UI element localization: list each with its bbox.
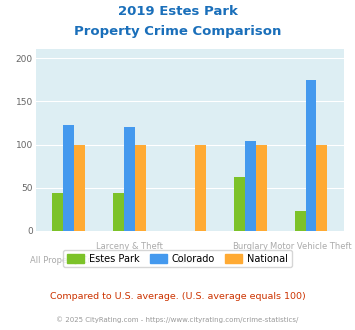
Bar (124, 127, 135, 231)
Bar (256, 145, 267, 231)
Bar (234, 178, 245, 231)
Text: Burglary: Burglary (233, 242, 268, 251)
Text: Arson: Arson (178, 256, 202, 265)
Bar (245, 141, 256, 231)
Legend: Estes Park, Colorado, National: Estes Park, Colorado, National (63, 249, 292, 267)
Bar (113, 193, 124, 231)
Bar (53, 193, 63, 231)
Bar (295, 211, 306, 231)
Text: Larceny & Theft: Larceny & Theft (96, 242, 163, 251)
Bar (317, 145, 327, 231)
Text: 2019 Estes Park: 2019 Estes Park (118, 5, 237, 18)
Text: Compared to U.S. average. (U.S. average equals 100): Compared to U.S. average. (U.S. average … (50, 292, 305, 301)
Text: Property Crime Comparison: Property Crime Comparison (74, 25, 281, 38)
Bar (306, 80, 317, 231)
Text: © 2025 CityRating.com - https://www.cityrating.com/crime-statistics/: © 2025 CityRating.com - https://www.city… (56, 317, 299, 323)
Text: Motor Vehicle Theft: Motor Vehicle Theft (270, 242, 352, 251)
Bar (195, 145, 206, 231)
Bar (135, 145, 146, 231)
Bar (74, 145, 85, 231)
Text: All Property Crime: All Property Crime (31, 256, 107, 265)
Bar (63, 125, 74, 231)
